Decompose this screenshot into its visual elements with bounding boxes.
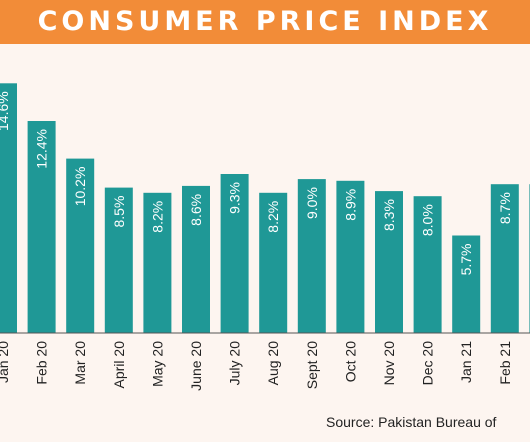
bars-layer: 14.6% 12.4% 10.2% 8.5% 8.2% 8.6% 9.3% 8.2% 9.0% 8… <box>0 83 530 333</box>
bar-0 <box>0 83 17 333</box>
bar-8 <box>297 179 326 333</box>
bar-value-label: 8.6% <box>188 194 204 226</box>
bar-value-label: 8.2% <box>149 201 165 233</box>
x-tick-label: Nov 20 <box>381 341 397 386</box>
bar-11 <box>413 196 442 333</box>
bar-value-label: 14.6% <box>0 91 11 131</box>
x-tick-label: Aug 20 <box>265 341 281 386</box>
bar-2 <box>66 158 95 333</box>
bar-12 <box>452 235 481 333</box>
bar-value-label: 8.2% <box>265 201 281 233</box>
bar-value-label: 8.9% <box>342 189 358 221</box>
x-tick-label: June 20 <box>188 341 204 391</box>
x-tick-labels: Jan 20 Feb 20 Mar 20 April 20 May 20 June 20 J… <box>0 341 513 391</box>
x-tick-label: Mar 20 <box>72 341 88 385</box>
x-tick-label: July 20 <box>227 341 243 386</box>
bar-value-label: 9.3% <box>227 182 243 214</box>
bar-9 <box>336 180 365 333</box>
chart-title: CONSUMER PRICE INDEX <box>37 5 493 37</box>
bar-value-label: 10.2% <box>72 167 88 207</box>
x-tick-label: Oct 20 <box>342 341 358 382</box>
x-tick-label: Sept 20 <box>304 341 320 389</box>
source-note: Source: Pakistan Bureau of <box>326 414 497 430</box>
bar-10 <box>375 191 403 333</box>
bar-6 <box>220 174 249 333</box>
bar-5 <box>182 185 210 333</box>
bar-3 <box>104 187 133 333</box>
chart-header: CONSUMER PRICE INDEX <box>0 0 530 44</box>
x-tick-label: April 20 <box>111 341 127 389</box>
x-tick-label: Jan 21 <box>458 341 474 383</box>
bar-value-label: 8.3% <box>381 199 397 231</box>
x-tick-label: Feb 20 <box>34 341 50 385</box>
bar-13 <box>490 184 519 333</box>
x-tick-label: Dec 20 <box>420 341 436 386</box>
bar-1 <box>27 121 56 333</box>
bar-value-label: 8.0% <box>420 204 436 236</box>
x-tick-label: Feb 21 <box>497 341 513 385</box>
bar-4 <box>143 192 172 333</box>
x-tick-label: May 20 <box>149 341 165 387</box>
x-tick-label: Jan 20 <box>0 341 11 383</box>
bar-value-label: 8.5% <box>111 196 127 228</box>
bar-7 <box>259 192 288 333</box>
bar-value-label: 5.7% <box>458 244 474 276</box>
bar-value-label: 8.7% <box>497 192 513 224</box>
bar-value-label: 12.4% <box>34 129 50 169</box>
bar-value-label: 9.0% <box>304 187 320 219</box>
